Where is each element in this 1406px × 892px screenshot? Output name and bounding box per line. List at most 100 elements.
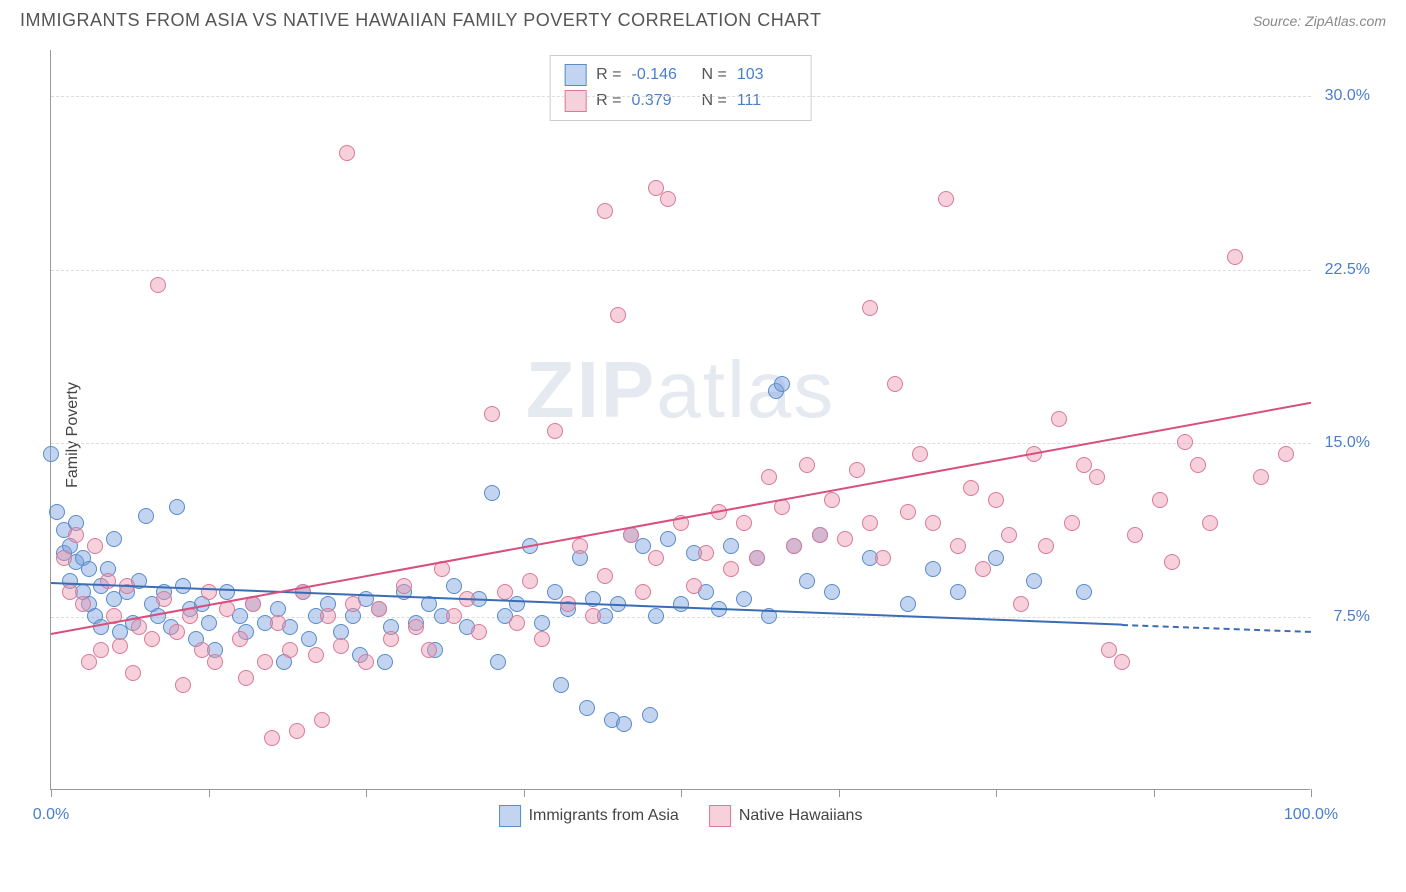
data-point — [1253, 469, 1269, 485]
data-point — [289, 723, 305, 739]
x-tick — [681, 789, 682, 797]
data-point — [49, 504, 65, 520]
data-point — [169, 624, 185, 640]
data-point — [125, 665, 141, 681]
data-point — [377, 654, 393, 670]
data-point — [301, 631, 317, 647]
data-point — [534, 615, 550, 631]
data-point — [875, 550, 891, 566]
data-point — [686, 578, 702, 594]
data-point — [1038, 538, 1054, 554]
legend-r-label: R = — [596, 92, 621, 110]
data-point — [547, 423, 563, 439]
y-tick-label: 22.5% — [1325, 261, 1370, 279]
x-tick — [209, 789, 210, 797]
data-point — [786, 538, 802, 554]
bottom-legend: Immigrants from Asia Native Hawaiians — [499, 805, 863, 827]
chart-container: Family Poverty ZIPatlas R = -0.146N = 10… — [50, 50, 1370, 820]
data-point — [490, 654, 506, 670]
data-point — [144, 631, 160, 647]
x-tick — [524, 789, 525, 797]
data-point — [169, 499, 185, 515]
data-point — [648, 608, 664, 624]
x-tick — [1154, 789, 1155, 797]
data-point — [484, 406, 500, 422]
data-point — [950, 538, 966, 554]
data-point — [68, 527, 84, 543]
data-point — [1202, 515, 1218, 531]
data-point — [232, 631, 248, 647]
plot-area: ZIPatlas R = -0.146N = 103R = 0.379N = 1… — [50, 50, 1310, 790]
data-point — [749, 550, 765, 566]
data-point — [673, 596, 689, 612]
data-point — [887, 376, 903, 392]
data-point — [201, 584, 217, 600]
data-point — [660, 191, 676, 207]
data-point — [421, 642, 437, 658]
bottom-legend-item: Native Hawaiians — [709, 805, 863, 827]
data-point — [610, 307, 626, 323]
x-tick — [839, 789, 840, 797]
data-point — [963, 480, 979, 496]
legend-n-label: N = — [702, 92, 727, 110]
gridline — [51, 443, 1311, 444]
data-point — [314, 712, 330, 728]
x-tick — [996, 789, 997, 797]
data-point — [270, 615, 286, 631]
data-point — [925, 561, 941, 577]
data-point — [849, 462, 865, 478]
x-tick — [51, 789, 52, 797]
data-point — [736, 515, 752, 531]
data-point — [150, 277, 166, 293]
data-point — [484, 485, 500, 501]
data-point — [156, 591, 172, 607]
x-tick-label: 0.0% — [33, 806, 69, 824]
data-point — [572, 538, 588, 554]
data-point — [87, 538, 103, 554]
legend-row: R = -0.146N = 103 — [564, 62, 797, 88]
y-tick-label: 7.5% — [1334, 608, 1370, 626]
data-point — [1152, 492, 1168, 508]
data-point — [975, 561, 991, 577]
data-point — [824, 584, 840, 600]
bottom-legend-item: Immigrants from Asia — [499, 805, 679, 827]
data-point — [1164, 554, 1180, 570]
data-point — [396, 578, 412, 594]
data-point — [345, 596, 361, 612]
data-point — [175, 578, 191, 594]
data-point — [509, 596, 525, 612]
data-point — [207, 654, 223, 670]
trend-line — [1122, 624, 1311, 633]
data-point — [642, 707, 658, 723]
data-point — [799, 457, 815, 473]
data-point — [371, 601, 387, 617]
data-point — [408, 619, 424, 635]
data-point — [358, 654, 374, 670]
data-point — [81, 654, 97, 670]
legend-swatch — [709, 805, 731, 827]
chart-title: IMMIGRANTS FROM ASIA VS NATIVE HAWAIIAN … — [20, 10, 821, 31]
data-point — [320, 608, 336, 624]
watermark-light: atlas — [656, 345, 835, 434]
x-tick — [366, 789, 367, 797]
data-point — [1064, 515, 1080, 531]
data-point — [988, 492, 1004, 508]
data-point — [900, 504, 916, 520]
data-point — [1114, 654, 1130, 670]
data-point — [175, 677, 191, 693]
data-point — [112, 638, 128, 654]
data-point — [308, 647, 324, 663]
bottom-legend-label: Native Hawaiians — [739, 807, 863, 825]
data-point — [1076, 584, 1092, 600]
legend-swatch — [499, 805, 521, 827]
data-point — [81, 561, 97, 577]
data-point — [635, 584, 651, 600]
data-point — [736, 591, 752, 607]
legend-row: R = 0.379N = 111 — [564, 88, 797, 114]
data-point — [723, 561, 739, 577]
data-point — [497, 584, 513, 600]
data-point — [900, 596, 916, 612]
data-point — [761, 469, 777, 485]
data-point — [1026, 573, 1042, 589]
data-point — [339, 145, 355, 161]
